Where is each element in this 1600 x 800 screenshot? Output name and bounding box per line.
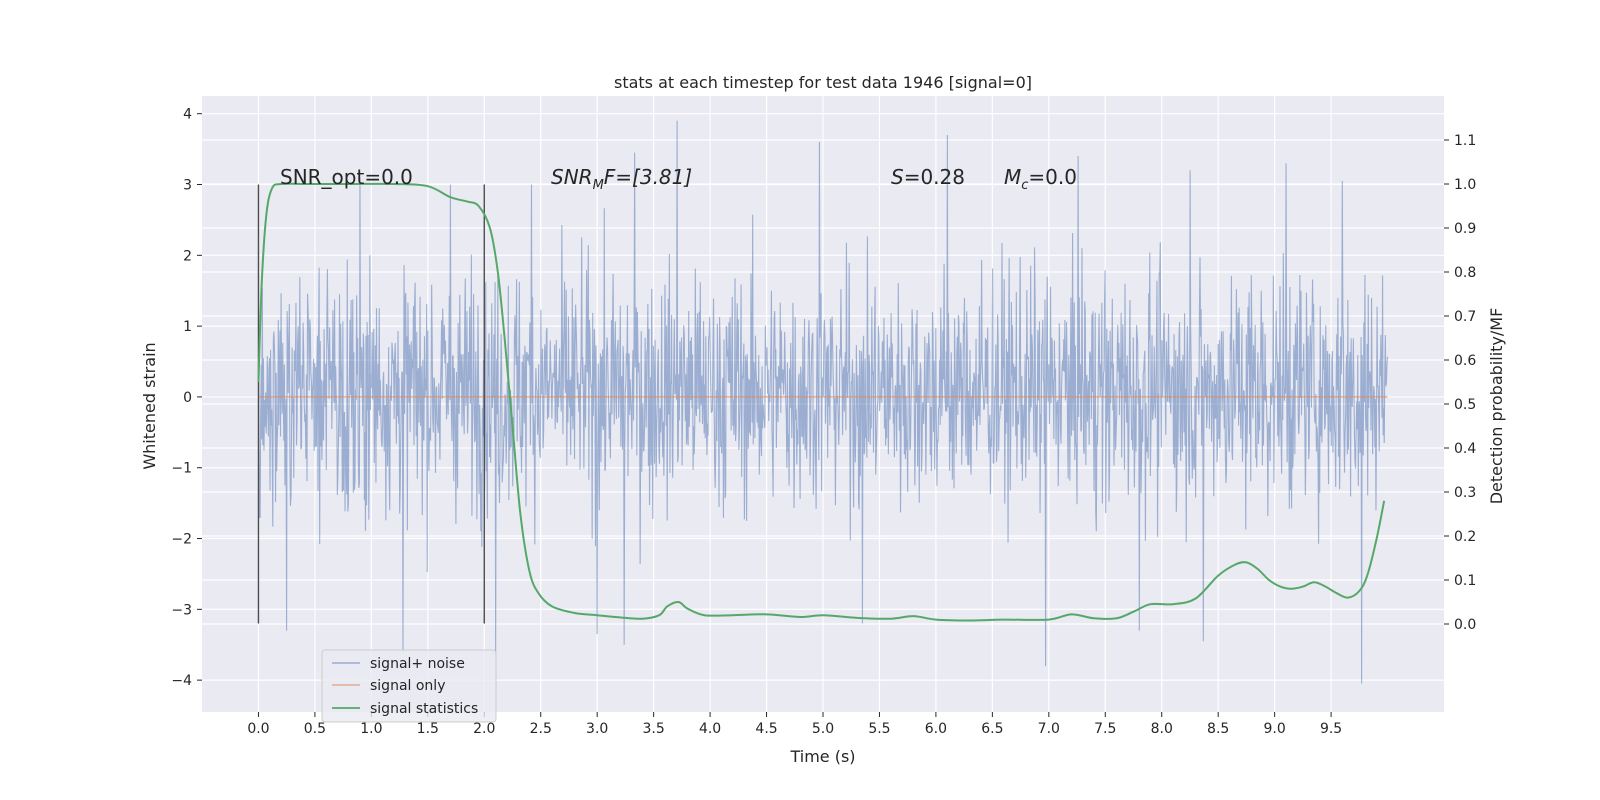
x-tick-label: 0.0 — [247, 721, 269, 737]
legend-label-signal-statistics: signal statistics — [370, 701, 478, 717]
x-tick-label: 0.5 — [304, 721, 326, 737]
x-tick-label: 1.5 — [417, 721, 439, 737]
y-tick-label: −4 — [171, 673, 192, 689]
y-tick-label: 0 — [183, 390, 192, 406]
x-tick-label: 3.0 — [586, 721, 608, 737]
legend-label-signal-only: signal only — [370, 678, 445, 694]
y2-tick-label: 0.8 — [1454, 265, 1476, 281]
y2-tick-label: 0.4 — [1454, 441, 1476, 457]
x-tick-label: 6.5 — [981, 721, 1003, 737]
x-tick-label: 9.0 — [1264, 721, 1286, 737]
y-axis-label: Whitened strain — [140, 342, 159, 469]
line-signal-plus-noise — [257, 120, 1389, 684]
x-tick-label: 4.5 — [755, 721, 777, 737]
y-tick-label: 4 — [183, 107, 192, 123]
line-signal-statistics — [257, 182, 1386, 622]
y2-tick-label: 0.5 — [1454, 397, 1476, 413]
chart-title: stats at each timestep for test data 194… — [614, 73, 1032, 92]
annotation-snr-opt: SNR_opt=0.0 — [280, 165, 413, 189]
y-tick-label: 2 — [183, 248, 192, 264]
series-signal-plus-noise — [257, 120, 1389, 684]
x-axis-ticks: 0.0 0.5 1.0 1.5 2.0 2.5 3.0 3.5 4.0 4.5 5.0 5.5 6.0 6… — [247, 712, 1342, 737]
x-tick-label: 4.0 — [699, 721, 721, 737]
y-axis-ticks: 4 3 2 1 0 −1 −2 −3 −4 — [171, 107, 202, 689]
x-tick-label: 3.5 — [643, 721, 665, 737]
y2-tick-label: 1.0 — [1454, 177, 1476, 193]
y-tick-label: 1 — [183, 319, 192, 335]
x-tick-label: 2.5 — [530, 721, 552, 737]
x-tick-label: 7.5 — [1094, 721, 1116, 737]
y-tick-label: −2 — [171, 532, 192, 548]
annotation-snr-mf: SNRMF=[3.81] — [551, 165, 692, 193]
legend-box — [321, 649, 497, 723]
y2-axis-ticks: 1.1 1.0 0.9 0.8 0.7 0.6 0.5 0.4 0.3 0.2 0.1 0.0 — [1444, 133, 1476, 633]
legend-label-signal-plus-noise: signal+ noise — [370, 656, 465, 672]
x-tick-label: 5.0 — [812, 721, 834, 737]
x-tick-label: 1.0 — [360, 721, 382, 737]
x-tick-label: 8.5 — [1207, 721, 1229, 737]
y2-tick-label: 0.3 — [1454, 485, 1476, 501]
x-tick-label: 8.0 — [1151, 721, 1173, 737]
annotation-mc: Mc=0.0 — [1004, 165, 1077, 193]
x-axis-label: Time (s) — [789, 747, 855, 766]
vertical-lines — [257, 184, 485, 624]
y2-axis-label: Detection probability/MF — [1487, 308, 1506, 505]
y2-tick-label: 0.0 — [1454, 617, 1476, 633]
y2-tick-label: 0.7 — [1454, 309, 1476, 325]
y-tick-label: 3 — [183, 178, 192, 194]
y-tick-label: −3 — [171, 602, 192, 618]
legend: signal+ noise signal only signal statist… — [321, 649, 497, 723]
y2-tick-label: 0.1 — [1454, 573, 1476, 589]
x-tick-label: 2.0 — [473, 721, 495, 737]
series-signal-statistics — [257, 182, 1386, 622]
y2-tick-label: 1.1 — [1454, 133, 1476, 149]
grid — [202, 96, 1444, 712]
x-tick-label: 5.5 — [868, 721, 890, 737]
y2-tick-label: 0.9 — [1454, 221, 1476, 237]
x-tick-label: 9.5 — [1320, 721, 1342, 737]
x-tick-label: 6.0 — [925, 721, 947, 737]
annotation-s: S=0.28 — [891, 165, 965, 189]
y2-tick-label: 0.2 — [1454, 529, 1476, 545]
y-tick-label: −1 — [171, 461, 192, 477]
y2-tick-label: 0.6 — [1454, 353, 1476, 369]
x-tick-label: 7.0 — [1038, 721, 1060, 737]
